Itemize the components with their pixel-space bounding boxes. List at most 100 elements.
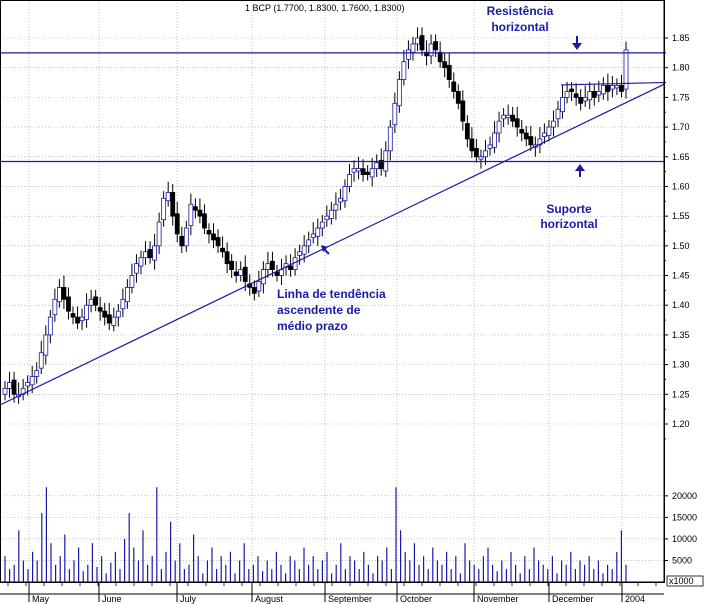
- candle-body: [34, 370, 40, 377]
- volume-bars: [4, 487, 627, 582]
- candle-body: [138, 257, 144, 267]
- price-tick-label: 1.65: [672, 152, 690, 162]
- candle-body: [165, 191, 171, 202]
- volume-tick-label: 5000: [672, 555, 692, 565]
- candle-body: [510, 114, 516, 122]
- candle-body: [310, 233, 316, 238]
- candle-body: [206, 230, 212, 235]
- candle-body: [124, 287, 130, 303]
- month-label: May: [32, 594, 50, 604]
- price-tick-label: 1.75: [672, 92, 690, 102]
- candle-body: [192, 206, 198, 211]
- candle-body: [152, 245, 157, 261]
- support-label-line1: Suporte: [546, 202, 592, 216]
- candle-body: [555, 108, 561, 120]
- candle-body: [288, 265, 293, 271]
- candle-body: [560, 96, 565, 113]
- resistance-arrow-icon: [572, 36, 582, 50]
- month-label: July: [180, 594, 197, 604]
- candle-body: [623, 49, 629, 90]
- candle-body: [600, 85, 606, 95]
- candle-body: [614, 85, 620, 89]
- candle-body: [496, 120, 502, 134]
- candle-body: [179, 235, 185, 247]
- price-tick-label: 1.60: [672, 181, 690, 191]
- candle-body: [342, 186, 348, 202]
- candle-body: [410, 43, 416, 53]
- candle-body: [147, 249, 153, 259]
- candle-body: [519, 129, 525, 134]
- candle-body: [619, 85, 624, 92]
- candle-body: [455, 91, 461, 104]
- support-arrow-icon: [575, 164, 585, 177]
- volume-unit-label: x1000: [669, 576, 694, 586]
- candle-body: [106, 314, 112, 324]
- candle-body: [315, 227, 321, 237]
- trendline-label-line3: médio prazo: [277, 319, 348, 333]
- candle-body: [233, 271, 239, 276]
- volume-tick-label: 10000: [672, 534, 697, 544]
- candle-body: [129, 275, 135, 288]
- candle-body: [79, 316, 85, 322]
- candle-body: [469, 138, 475, 152]
- candle-body: [66, 296, 71, 312]
- candle-body: [270, 260, 275, 271]
- month-label: 2004: [625, 594, 645, 604]
- candle-body: [143, 251, 148, 259]
- price-tick-label: 1.20: [672, 419, 690, 429]
- short-resistance-line: [560, 81, 665, 86]
- candle-body: [460, 100, 466, 122]
- candle-body: [523, 132, 529, 140]
- candle-body: [115, 310, 121, 318]
- candle-body: [347, 174, 352, 187]
- candle-body: [401, 61, 407, 80]
- candle-body: [428, 43, 434, 57]
- candle-body: [419, 35, 425, 51]
- candle-body: [174, 213, 180, 235]
- candle-body: [582, 96, 588, 102]
- volume-unit-box: [666, 575, 704, 587]
- candle-body: [415, 37, 420, 45]
- candle-body: [97, 307, 103, 312]
- candle-body: [61, 287, 67, 300]
- candle-body: [528, 136, 534, 146]
- candle-body: [351, 168, 357, 173]
- candle-body: [442, 61, 448, 69]
- volume-tick-label: 15000: [672, 512, 697, 522]
- candle-body: [492, 132, 497, 148]
- candle-body: [605, 85, 611, 92]
- candle-body: [596, 91, 602, 96]
- candle-body: [170, 191, 176, 217]
- candle-body: [297, 251, 303, 256]
- price-tick-label: 1.50: [672, 241, 690, 251]
- candle-body: [224, 251, 230, 265]
- price-tick-label: 1.45: [672, 271, 690, 281]
- price-tick-label: 1.85: [672, 33, 690, 43]
- candle-body: [7, 382, 12, 389]
- candle-body: [43, 334, 49, 356]
- price-tick-label: 1.40: [672, 300, 690, 310]
- candle-body: [505, 114, 511, 118]
- candle-body: [265, 263, 271, 270]
- candle-body: [569, 88, 575, 92]
- price-tick-label: 1.35: [672, 330, 690, 340]
- resistance-label-line1: Resistência: [487, 4, 554, 18]
- candle-body: [220, 247, 225, 253]
- candle-body: [70, 313, 76, 318]
- candle-body: [306, 239, 312, 247]
- candle-body: [84, 304, 89, 320]
- volume-tick-label: 20000: [672, 491, 697, 501]
- candle-body: [324, 215, 330, 221]
- candle-body: [396, 79, 402, 107]
- candle-body: [406, 49, 411, 60]
- candle-body: [47, 316, 53, 336]
- candle-body: [360, 168, 366, 175]
- trendline-label-line1: Linha de tendência: [277, 287, 386, 301]
- candle-body: [52, 298, 58, 316]
- candle-body: [369, 168, 375, 178]
- candle-body: [573, 93, 579, 98]
- candle-body: [437, 51, 443, 63]
- candle-body: [474, 148, 479, 158]
- candle-body: [587, 91, 593, 101]
